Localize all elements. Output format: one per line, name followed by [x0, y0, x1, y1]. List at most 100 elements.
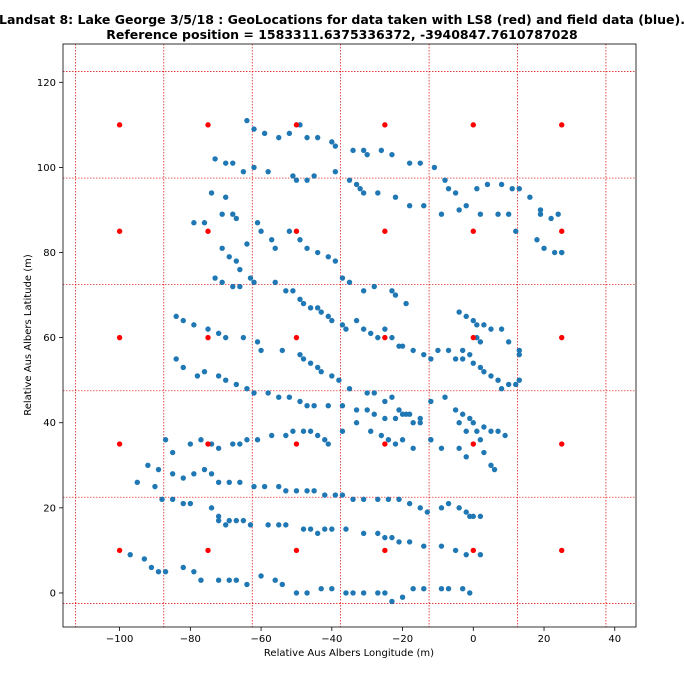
field-point: [247, 522, 254, 528]
field-point: [346, 385, 353, 392]
field-point: [205, 326, 211, 332]
field-point: [403, 300, 409, 307]
field-point: [215, 513, 222, 520]
field-point: [551, 249, 558, 256]
field-point: [350, 147, 356, 154]
x-axis-ticks: −100 −80 −60 −40 −20 0 20 40: [106, 627, 621, 645]
field-point: [265, 168, 271, 175]
ls8-point: [382, 334, 388, 341]
field-point: [230, 211, 236, 217]
field-point: [389, 394, 395, 400]
field-point: [148, 564, 155, 571]
field-point: [283, 288, 289, 294]
field-point: [371, 411, 377, 417]
field-point: [505, 211, 512, 217]
field-point: [226, 577, 232, 583]
field-point: [421, 586, 427, 592]
field-point: [452, 407, 459, 413]
field-point: [417, 160, 423, 166]
field-point: [481, 449, 487, 456]
field-point: [502, 432, 508, 439]
field-point: [272, 577, 278, 583]
field-point: [314, 530, 321, 537]
field-point: [438, 586, 445, 592]
field-point: [428, 437, 434, 443]
x-tick-label: 40: [608, 634, 621, 645]
field-point: [332, 492, 339, 498]
field-point: [329, 139, 335, 145]
field-point: [435, 347, 441, 354]
ls8-point: [116, 228, 123, 234]
field-point: [445, 347, 452, 354]
field-point: [212, 275, 218, 281]
field-point: [498, 326, 505, 332]
field-point: [516, 185, 522, 192]
field-point: [364, 390, 370, 396]
field-point: [307, 428, 314, 434]
field-point: [389, 334, 395, 341]
ls8-point: [116, 122, 123, 128]
field-point: [258, 573, 264, 579]
field-point: [484, 181, 491, 188]
field-point: [300, 300, 307, 307]
field-point: [265, 522, 271, 528]
field-point: [488, 428, 494, 434]
chart-title-line-1: Landsat 8: Lake George 3/5/18 : GeoLocat…: [0, 12, 684, 27]
field-point: [399, 437, 406, 443]
field-point: [272, 245, 278, 251]
field-point: [353, 181, 360, 188]
field-point: [410, 586, 416, 592]
field-point: [463, 509, 469, 515]
field-point: [293, 488, 300, 494]
field-point: [375, 190, 381, 196]
field-point: [456, 207, 462, 213]
field-point: [276, 134, 282, 141]
field-point: [353, 317, 360, 324]
field-point: [424, 509, 431, 515]
field-point: [230, 441, 236, 447]
field-point: [180, 317, 186, 324]
field-point: [251, 126, 257, 132]
field-point: [322, 526, 328, 532]
ls8-point: [559, 122, 565, 128]
ls8-point: [559, 228, 565, 234]
field-point: [258, 347, 264, 354]
field-point: [445, 586, 452, 592]
field-point: [399, 343, 406, 349]
field-point: [268, 237, 275, 243]
field-point: [541, 245, 547, 251]
field-point: [375, 590, 381, 596]
field-point: [244, 437, 250, 443]
field-point: [230, 283, 236, 290]
field-point: [445, 500, 452, 507]
field-point: [240, 334, 247, 341]
ls8-point: [116, 441, 123, 447]
field-point: [314, 305, 321, 311]
field-point: [233, 517, 240, 524]
field-point: [360, 496, 367, 503]
field-point: [169, 496, 176, 503]
field-point: [268, 432, 275, 439]
field-point: [495, 377, 501, 383]
field-point: [438, 211, 445, 217]
field-point: [364, 151, 370, 158]
field-point: [406, 500, 413, 507]
field-point: [406, 539, 413, 545]
field-point: [173, 313, 179, 320]
field-point: [417, 505, 423, 511]
ls8-point: [205, 228, 211, 234]
field-point: [392, 415, 399, 422]
field-point: [559, 249, 565, 256]
field-point: [198, 437, 204, 443]
field-point: [290, 173, 296, 179]
field-point: [329, 526, 335, 532]
ls8-point: [559, 334, 565, 341]
field-point: [474, 322, 480, 328]
field-point: [244, 241, 250, 247]
field-point: [286, 228, 293, 234]
field-point: [396, 539, 402, 545]
ls8-point: [116, 547, 123, 554]
field-point: [215, 373, 222, 379]
field-point: [187, 500, 194, 507]
field-point: [307, 360, 314, 366]
